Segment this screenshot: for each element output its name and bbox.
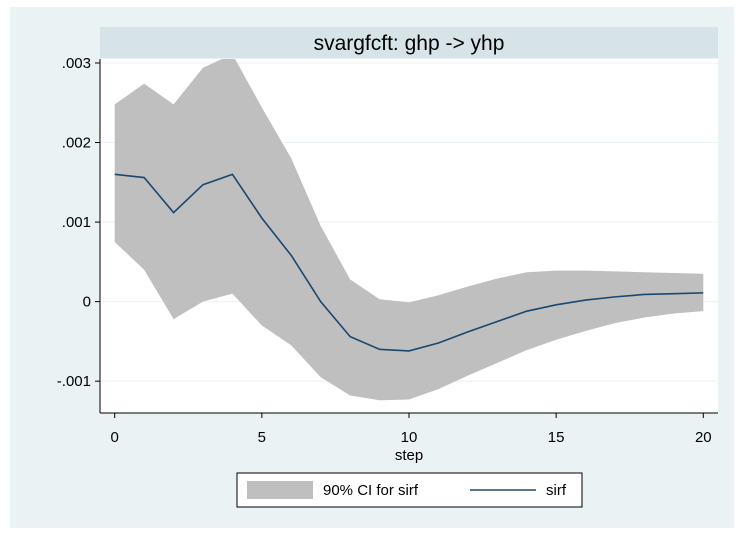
ci-band-group [114, 59, 704, 401]
x-tick-label-0: 0 [111, 429, 119, 446]
title-bar [100, 27, 718, 58]
sirf-line-group [114, 173, 704, 352]
legend-swatch-ci [247, 481, 313, 499]
x-tick-label-1: 5 [258, 429, 266, 446]
ci-band [114, 59, 704, 401]
x-tick-label-4: 20 [695, 429, 712, 446]
chart-title: svargfcft: ghp -> yhp [314, 32, 505, 55]
x-tick-label-3: 15 [548, 429, 565, 446]
y-tick-label-3: .002 [62, 135, 91, 152]
y-tick-label-1: 0 [83, 294, 91, 311]
x-axis-label: step [395, 447, 423, 464]
x-axis: 0 5 10 15 20 [100, 412, 718, 446]
x-tick-label-2: 10 [401, 429, 418, 446]
y-axis: -.001 0 .001 .002 .003 [57, 55, 101, 413]
legend-label-ci: 90% CI for sirf [323, 482, 419, 499]
y-tick-label-2: .001 [62, 214, 91, 231]
y-tick-label-0: -.001 [57, 373, 91, 390]
legend-label-sirf: sirf [546, 482, 567, 499]
y-tick-label-4: .003 [62, 55, 91, 72]
sirf-line [114, 173, 704, 352]
legend: 90% CI for sirf sirf [236, 472, 583, 508]
